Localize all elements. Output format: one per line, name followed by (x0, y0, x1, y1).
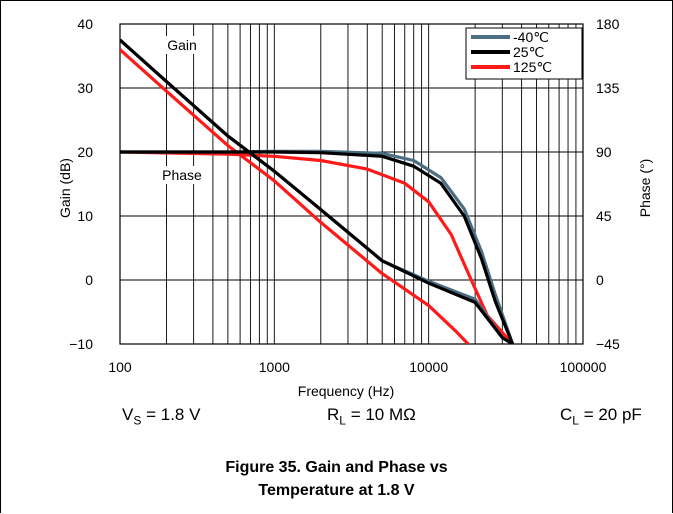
y-tick-label: 10 (77, 208, 93, 224)
phase-line-2 (120, 150, 514, 344)
gain-phase-chart: 100 1000 10000 100000403020100−101801359045… (57, 16, 653, 399)
y2-tick-label: 90 (596, 144, 612, 160)
y2-tick-label: 180 (596, 16, 620, 32)
grid (120, 24, 583, 344)
phase-line-1 (120, 150, 515, 344)
annotations: Gain Phase (153, 36, 211, 184)
annotation-bg (158, 36, 206, 54)
y-tick-label: 30 (77, 80, 93, 96)
y2-tick-label: −45 (596, 336, 620, 352)
plot-area (119, 23, 584, 345)
y-tick-label: 40 (77, 16, 93, 32)
gain-line-1 (120, 38, 514, 344)
y2-axis-label: Phase (°) (637, 159, 653, 218)
annotation-bg (153, 166, 211, 184)
supply-voltage-condition: VS = 1.8 V (122, 405, 201, 428)
x-axis-label: Frequency (Hz) (298, 383, 394, 399)
legend-label: 125℃ (513, 59, 552, 75)
load-capacitance-condition: CL = 20 pF (560, 405, 642, 428)
y-tick-label: −10 (69, 336, 93, 352)
y-tick-label: 0 (85, 272, 93, 288)
series-layer (120, 38, 515, 344)
x-tick-label: 100000 (560, 359, 607, 375)
y2-tick-label: 135 (596, 80, 620, 96)
annotation-label: Gain (167, 37, 197, 53)
y2-tick-label: 45 (596, 208, 612, 224)
figure-caption-line1: Figure 35. Gain and Phase vs (225, 459, 448, 476)
legend-label: -40℃ (513, 29, 549, 45)
x-tick-label: 100 (108, 359, 132, 375)
y-tick-label: 20 (77, 144, 93, 160)
y2-tick-label: 0 (596, 272, 604, 288)
gain-line-2 (120, 48, 470, 344)
gain-line-0 (120, 38, 514, 344)
x-tick-label: 1000 (259, 359, 290, 375)
tick-labels: 100 1000 10000 100000403020100−101801359045… (69, 16, 620, 375)
x-tick-label: 10000 (409, 359, 448, 375)
annotation-label: Phase (162, 167, 202, 183)
load-resistance-condition: RL = 10 MΩ (327, 405, 416, 428)
figure-caption-line2: Temperature at 1.8 V (258, 482, 415, 499)
y-axis-label: Gain (dB) (57, 158, 73, 218)
legend-label: 25℃ (513, 44, 544, 60)
